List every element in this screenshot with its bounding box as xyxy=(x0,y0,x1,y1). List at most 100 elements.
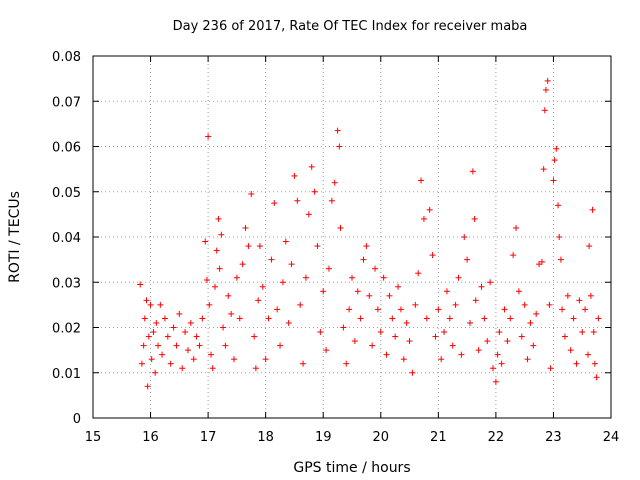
data-point xyxy=(314,243,321,250)
data-point xyxy=(252,365,259,372)
data-point xyxy=(533,310,540,317)
data-point xyxy=(551,157,558,164)
data-point xyxy=(586,243,593,250)
data-point xyxy=(403,319,410,326)
data-point xyxy=(209,365,216,372)
data-point xyxy=(409,369,416,376)
data-point xyxy=(383,351,390,358)
data-point xyxy=(161,315,168,322)
data-point xyxy=(320,288,327,295)
data-point xyxy=(153,319,160,326)
data-point xyxy=(573,360,580,367)
data-point xyxy=(363,243,370,250)
data-point xyxy=(215,215,222,222)
data-point xyxy=(206,301,213,308)
data-point xyxy=(435,306,442,313)
data-point xyxy=(173,342,180,349)
data-point xyxy=(542,86,549,93)
data-point xyxy=(475,347,482,354)
y-tick-label: 0.02 xyxy=(52,322,81,337)
data-point xyxy=(150,329,157,336)
data-point xyxy=(595,315,602,322)
data-point xyxy=(255,297,262,304)
y-tick-label: 0.08 xyxy=(52,50,81,65)
x-axis-label: GPS time / hours xyxy=(293,460,410,476)
data-point xyxy=(360,256,367,263)
data-point xyxy=(584,351,591,358)
data-point xyxy=(143,297,150,304)
data-point xyxy=(386,292,393,299)
data-point xyxy=(233,274,240,281)
data-point xyxy=(167,360,174,367)
data-point xyxy=(337,224,344,231)
data-point xyxy=(478,283,485,290)
data-point xyxy=(540,166,547,173)
data-point xyxy=(159,351,166,358)
data-point xyxy=(544,77,551,84)
data-point xyxy=(349,274,355,281)
data-point xyxy=(380,274,387,281)
y-tick-label: 0.05 xyxy=(52,186,81,201)
data-point xyxy=(559,306,566,313)
data-point xyxy=(317,329,324,336)
data-point xyxy=(137,281,144,288)
data-point xyxy=(494,351,501,358)
data-point xyxy=(490,365,497,372)
data-point xyxy=(366,292,373,299)
data-point xyxy=(228,310,235,317)
data-point xyxy=(441,329,448,336)
data-point xyxy=(567,347,574,354)
data-point xyxy=(336,143,343,150)
data-point xyxy=(556,234,563,240)
data-point xyxy=(374,306,381,313)
data-point xyxy=(397,306,404,313)
data-point xyxy=(515,288,522,295)
data-point xyxy=(323,347,330,354)
data-point xyxy=(202,238,209,245)
data-point xyxy=(354,288,361,295)
data-point xyxy=(145,333,152,340)
data-point xyxy=(182,329,189,336)
data-point xyxy=(193,333,200,340)
data-point xyxy=(357,315,364,322)
x-tick-label: 16 xyxy=(142,430,159,445)
data-point xyxy=(369,342,376,349)
data-point xyxy=(148,356,155,363)
data-point xyxy=(550,177,557,184)
data-point xyxy=(225,292,232,299)
data-point xyxy=(297,301,304,308)
data-point xyxy=(587,292,594,299)
data-point xyxy=(251,333,258,340)
data-point xyxy=(400,356,407,363)
data-point xyxy=(259,283,266,290)
data-point xyxy=(147,301,154,308)
data-point xyxy=(590,329,597,336)
data-point xyxy=(279,279,286,286)
data-point xyxy=(547,365,554,372)
data-point xyxy=(579,329,586,336)
data-point xyxy=(138,360,145,367)
data-point xyxy=(472,297,479,304)
data-point xyxy=(501,306,508,313)
data-point xyxy=(274,306,281,313)
data-point xyxy=(305,211,312,218)
data-point xyxy=(507,315,514,322)
data-point xyxy=(157,301,164,308)
data-point xyxy=(288,261,295,268)
data-point xyxy=(471,215,478,222)
data-point xyxy=(576,297,583,304)
y-axis-ticks: 0 0.01 0.02 0.03 0.04 0.05 0.06 0.07 0.08 xyxy=(52,50,611,427)
x-tick-label: 19 xyxy=(315,430,332,445)
data-point xyxy=(184,347,191,354)
data-point xyxy=(538,258,545,265)
data-point xyxy=(294,197,301,204)
data-point xyxy=(530,342,537,349)
data-point xyxy=(212,283,219,290)
data-point xyxy=(412,301,419,308)
data-point xyxy=(144,383,151,390)
data-point xyxy=(564,292,571,299)
data-point xyxy=(308,163,315,170)
data-point xyxy=(220,324,227,331)
data-point xyxy=(406,338,413,345)
